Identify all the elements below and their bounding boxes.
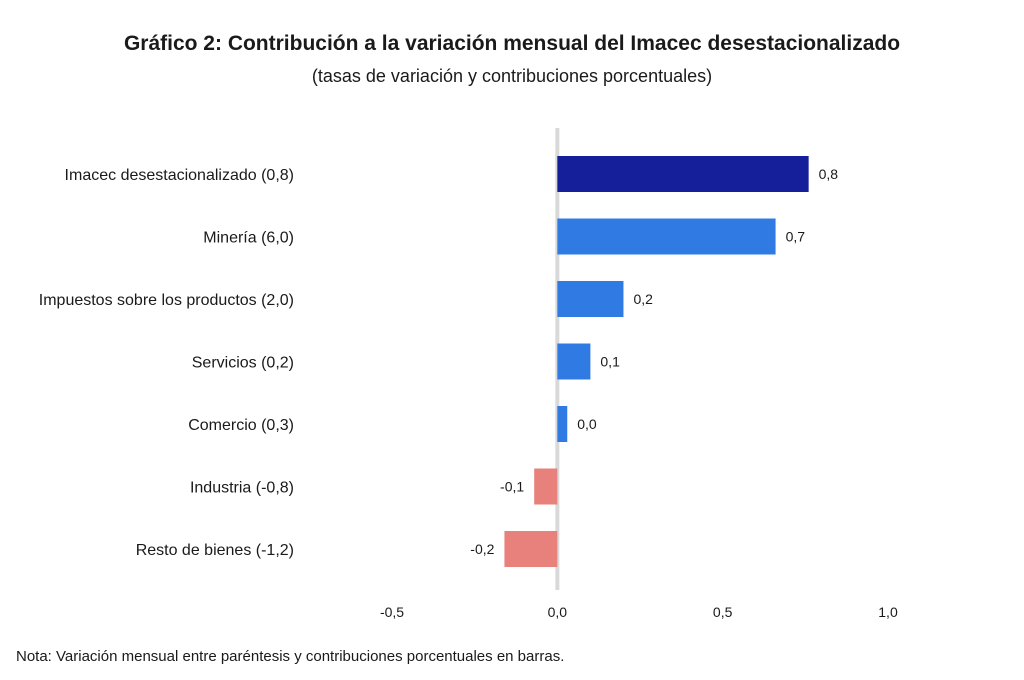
bar xyxy=(557,406,568,442)
x-tick-label: 0,5 xyxy=(713,604,733,620)
bar xyxy=(557,281,624,317)
category-label: Industria (-0,8) xyxy=(190,480,294,497)
bar xyxy=(557,343,591,380)
value-label: 0,8 xyxy=(819,166,839,182)
category-label: Imacec desestacionalizado (0,8) xyxy=(65,167,294,184)
value-label: -0,1 xyxy=(500,479,524,495)
category-label: Comercio (0,3) xyxy=(188,417,294,434)
chart-title: Gráfico 2: Contribución a la variación m… xyxy=(123,32,901,55)
category-label: Minería (6,0) xyxy=(203,230,294,247)
category-label: Impuestos sobre los productos (2,0) xyxy=(39,292,294,309)
bar-chart: Imacec desestacionalizado (0,8) 0,8 Minerí… xyxy=(39,128,898,620)
bar xyxy=(534,468,558,505)
x-tick-label: 0,0 xyxy=(548,604,568,620)
value-label: 0,7 xyxy=(786,229,806,245)
chart-note: Nota: Variación mensual entre paréntesis… xyxy=(16,648,565,665)
x-tick-label: 1,0 xyxy=(878,604,898,620)
value-label: 0,2 xyxy=(633,291,653,307)
category-label: Servicios (0,2) xyxy=(192,355,294,372)
value-label: 0,1 xyxy=(600,354,620,370)
chart-subtitle: (tasas de variación y contribuciones por… xyxy=(311,66,713,86)
bar xyxy=(504,531,558,567)
value-label: 0,0 xyxy=(577,416,597,432)
x-tick-label: -0,5 xyxy=(380,604,404,620)
bar xyxy=(557,218,776,255)
bar xyxy=(557,156,809,192)
value-label: -0,2 xyxy=(470,541,494,557)
category-label: Resto de bienes (-1,2) xyxy=(136,542,294,559)
